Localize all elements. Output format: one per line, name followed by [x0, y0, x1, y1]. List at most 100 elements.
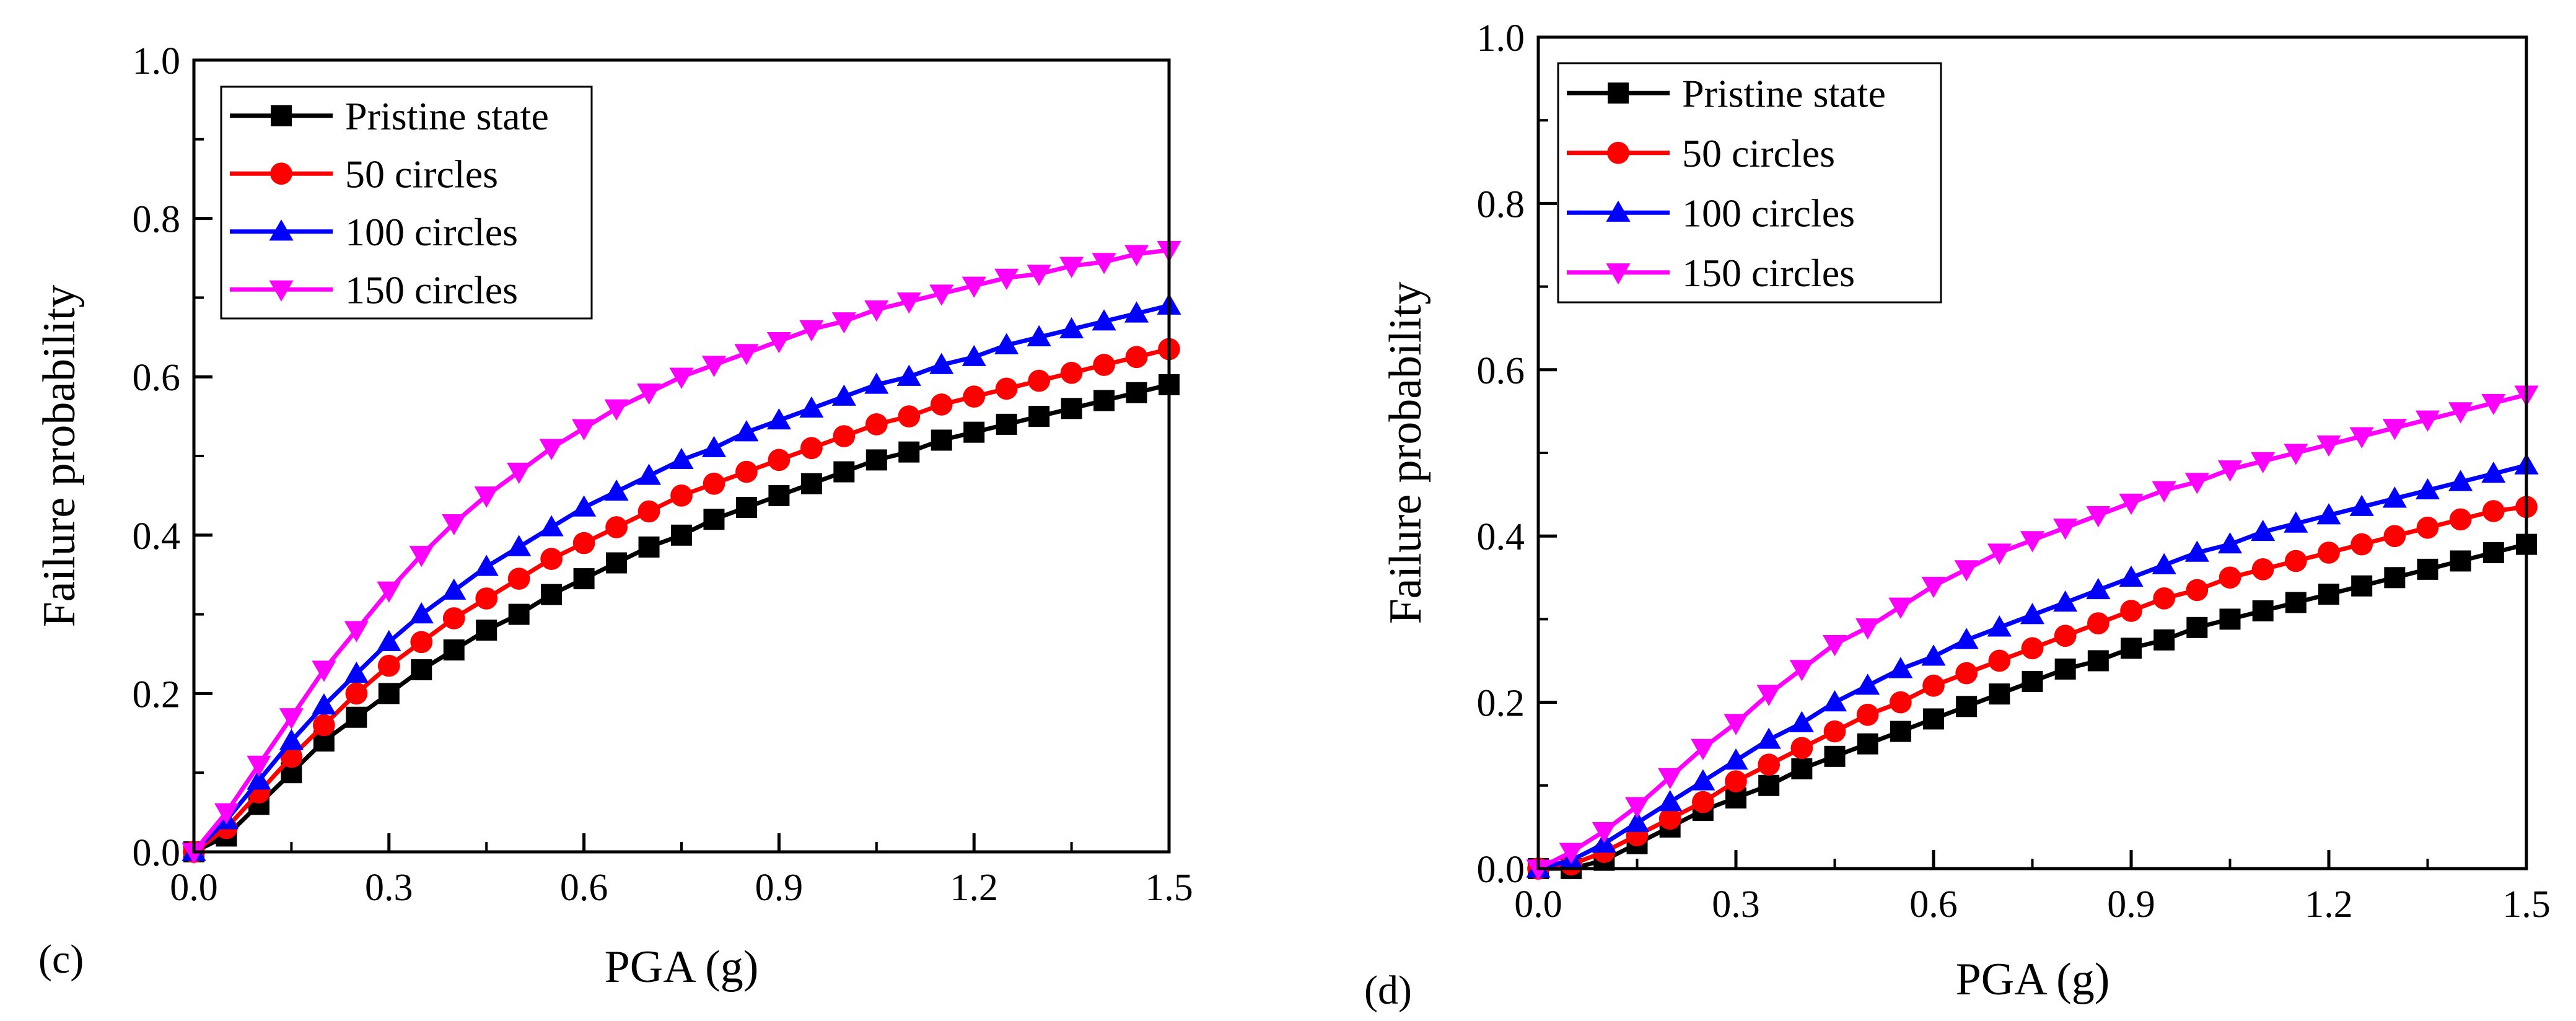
data-point — [377, 581, 401, 603]
data-point — [2054, 624, 2077, 647]
data-point — [344, 661, 369, 683]
data-point — [2219, 608, 2241, 630]
y-tick-label: 1.0 — [1477, 17, 1525, 59]
x-tick-label: 0.6 — [560, 867, 608, 909]
data-point — [2252, 600, 2274, 621]
data-point — [476, 620, 497, 641]
data-point — [442, 514, 467, 536]
data-point — [1921, 577, 1946, 598]
data-point — [1126, 382, 1147, 403]
data-point — [833, 425, 856, 447]
data-point — [507, 535, 532, 556]
data-point — [670, 484, 693, 507]
data-point — [864, 372, 889, 394]
data-point — [312, 660, 336, 682]
data-point — [2217, 532, 2243, 554]
data-point — [962, 344, 986, 366]
panel-label: (c) — [38, 937, 84, 982]
y-tick-label: 0.0 — [1477, 849, 1525, 891]
x-tick-label: 1.2 — [2305, 883, 2353, 926]
data-point — [377, 629, 401, 651]
data-point — [605, 516, 628, 538]
data-point — [540, 548, 563, 570]
data-point — [2022, 671, 2043, 693]
data-point — [2415, 410, 2440, 432]
y-tick-label: 0.2 — [1477, 683, 1525, 725]
legend-label: 100 circles — [1682, 191, 1855, 235]
data-point — [2251, 558, 2274, 581]
data-point — [247, 768, 271, 790]
data-point — [1092, 253, 1116, 274]
data-point — [701, 436, 727, 457]
legend-marker — [269, 280, 294, 302]
x-tick-label: 0.3 — [1712, 883, 1760, 926]
data-point — [2415, 478, 2440, 500]
data-point — [2384, 567, 2406, 589]
data-point — [344, 621, 369, 642]
data-point — [2316, 435, 2341, 457]
data-point — [507, 567, 530, 590]
chart-panel-c: 0.0 0.3 0.6 0.9 1.2 1.5 0.0 0.2 0.4 0.6 0.8 1.0 PGA … — [34, 40, 1193, 993]
data-point — [508, 603, 530, 625]
data-point — [313, 714, 335, 737]
data-point — [2349, 494, 2374, 516]
data-point — [1592, 822, 1616, 844]
data-point — [214, 803, 239, 825]
data-point — [2417, 558, 2438, 580]
data-point — [474, 554, 499, 576]
data-point — [1956, 696, 1978, 717]
data-point — [2284, 511, 2308, 533]
data-point — [1691, 738, 1715, 760]
data-point — [929, 353, 954, 374]
data-point — [280, 745, 303, 768]
data-point — [377, 654, 400, 677]
data-point — [799, 396, 824, 418]
data-point — [2087, 650, 2109, 672]
legend-label: 50 circles — [345, 152, 498, 196]
data-point — [898, 405, 921, 427]
legend-label: Pristine state — [345, 94, 549, 138]
data-point — [898, 441, 920, 463]
data-point — [1725, 770, 1747, 792]
y-tick-label: 0.6 — [133, 357, 181, 399]
data-point — [833, 461, 855, 483]
data-point — [994, 268, 1019, 290]
data-point — [1059, 256, 1084, 278]
data-point — [669, 367, 694, 389]
legend-marker — [269, 219, 294, 241]
data-point — [1724, 714, 1748, 735]
data-point — [1027, 325, 1051, 346]
data-point — [1822, 634, 1847, 657]
legend-label: 100 circles — [345, 210, 518, 254]
data-point — [1093, 354, 1115, 376]
data-point — [539, 515, 564, 537]
data-point — [279, 729, 304, 750]
legend: Pristine state 50 circles 100 circles 150 c… — [1557, 62, 1942, 304]
x-tick-label: 0.0 — [170, 867, 218, 909]
data-point — [1888, 597, 1913, 619]
data-point — [931, 429, 952, 451]
data-point — [474, 486, 499, 508]
data-point — [2284, 444, 2308, 465]
data-point — [703, 509, 725, 530]
x-axis-title: PGA (g) — [605, 942, 759, 993]
data-point — [963, 421, 985, 443]
data-point — [573, 568, 595, 590]
series-line — [192, 347, 1170, 854]
data-point — [1758, 753, 1781, 776]
data-point — [1857, 733, 1878, 755]
y-tick-label: 0.8 — [133, 199, 181, 241]
data-point — [2351, 575, 2373, 597]
data-point — [896, 364, 921, 386]
data-point — [2481, 462, 2506, 483]
data-point — [2448, 402, 2473, 424]
data-point — [1124, 301, 1149, 323]
x-axis-title: PGA (g) — [1956, 954, 2110, 1005]
data-point — [1954, 628, 1979, 649]
data-point — [636, 383, 662, 405]
data-point — [896, 292, 921, 314]
data-point — [2186, 579, 2209, 602]
data-point — [2186, 616, 2208, 638]
data-point — [2021, 637, 2044, 660]
data-point — [1624, 797, 1650, 818]
